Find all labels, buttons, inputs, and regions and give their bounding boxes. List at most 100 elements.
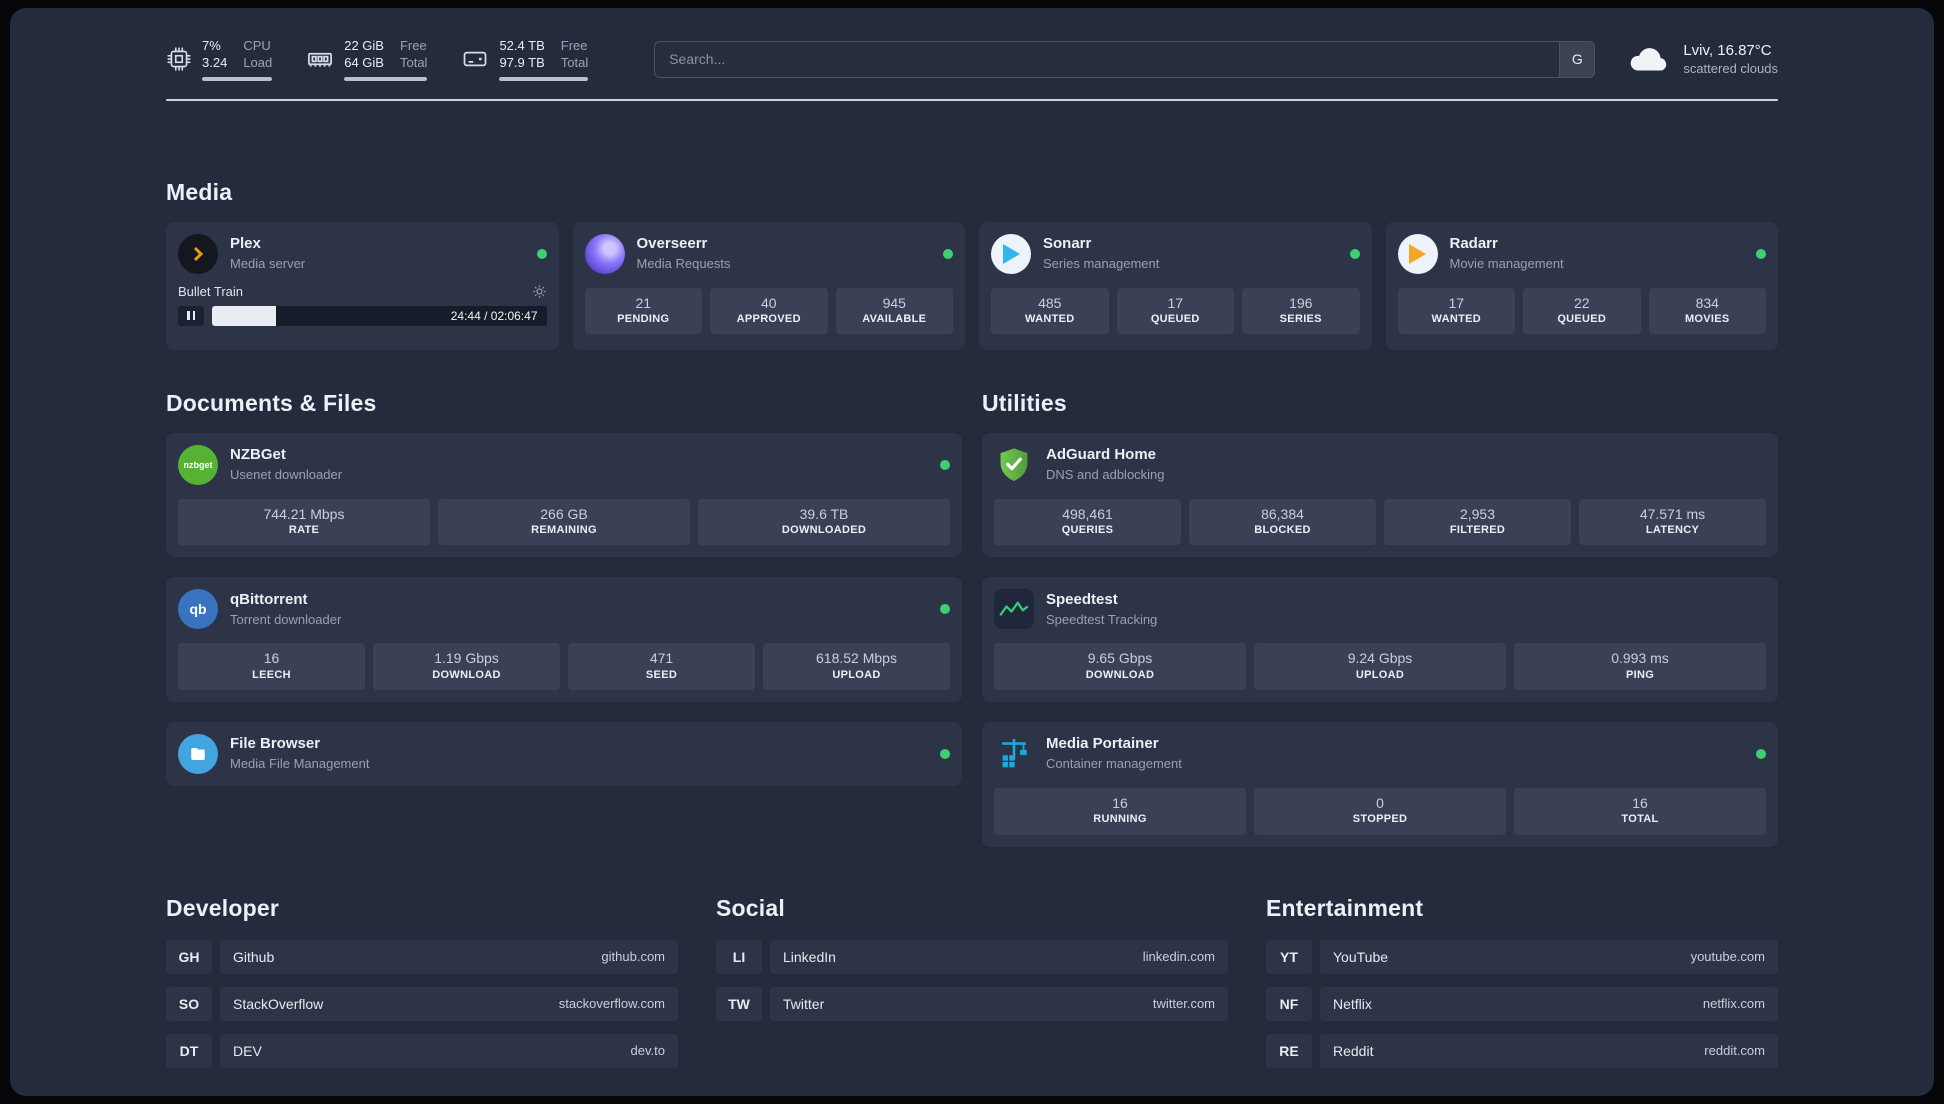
- nzbget-card[interactable]: nzbget NZBGet Usenet downloader 744.21 M…: [166, 432, 962, 558]
- stackoverflow-link[interactable]: StackOverflow stackoverflow.com: [220, 986, 678, 1021]
- app-name: Plex: [230, 235, 261, 253]
- pause-button[interactable]: [178, 305, 204, 326]
- linkedin-link[interactable]: LinkedIn linkedin.com: [770, 939, 1228, 974]
- adguard-card[interactable]: AdGuard Home DNS and adblocking 498,461 …: [982, 432, 1778, 558]
- link-row-stackoverflow: SO StackOverflow stackoverflow.com: [166, 986, 678, 1021]
- sonarr-card[interactable]: Sonarr Series management 485 WANTED 17 Q…: [979, 221, 1372, 350]
- link-name: StackOverflow: [233, 995, 324, 1012]
- link-row-twitter: TW Twitter twitter.com: [716, 986, 1228, 1021]
- stat-value: 16: [263, 650, 280, 667]
- stat-tile: 16 RUNNING: [994, 787, 1246, 835]
- cpu-metric: 7% 3.24 CPU Load: [166, 38, 273, 81]
- dev-abbr-tile[interactable]: DT: [166, 1033, 212, 1068]
- stat-tile: 618.52 Mbps UPLOAD: [763, 643, 950, 690]
- link-name: Reddit: [1333, 1042, 1374, 1059]
- twitter-link[interactable]: Twitter twitter.com: [770, 986, 1228, 1021]
- youtube-link[interactable]: YouTube youtube.com: [1320, 939, 1778, 974]
- app-name: AdGuard Home: [1046, 446, 1157, 464]
- link-name: Github: [233, 948, 275, 965]
- stat-value: 485: [1038, 294, 1062, 311]
- link-name: DEV: [233, 1042, 262, 1059]
- stat-label: DOWNLOADED: [781, 523, 867, 536]
- github-link[interactable]: Github github.com: [220, 939, 678, 974]
- cpu-load: 3.24: [202, 54, 228, 70]
- weather-condition: scattered clouds: [1683, 60, 1778, 76]
- netflix-abbr-tile[interactable]: NF: [1266, 986, 1312, 1021]
- documents-column: Documents & Files nzbget NZBGet Usenet d…: [166, 390, 962, 786]
- stat-tile: 266 GB REMAINING: [438, 498, 690, 546]
- overseerr-icon: [584, 233, 625, 274]
- search-engine-button[interactable]: G: [1559, 40, 1596, 78]
- gear-icon[interactable]: [532, 284, 547, 299]
- app-name: qBittorrent: [230, 590, 308, 608]
- stat-label: PENDING: [617, 312, 670, 325]
- search-bar: G: [654, 40, 1596, 78]
- stackoverflow-abbr-tile[interactable]: SO: [166, 986, 212, 1021]
- radarr-card[interactable]: Radarr Movie management 17 WANTED 22 QUE…: [1385, 221, 1778, 350]
- disk-metric: 52.4 TB 97.9 TB Free Total: [461, 38, 589, 81]
- app-name: Media Portainer: [1046, 735, 1159, 753]
- status-dot: [1349, 248, 1360, 259]
- plex-card[interactable]: Plex Media server Bullet Train 24:44 / 0…: [166, 221, 559, 350]
- stat-value: 834: [1695, 294, 1719, 311]
- portainer-card[interactable]: Media Portainer Container management 16 …: [982, 721, 1778, 847]
- playback-progress-bar[interactable]: 24:44 / 02:06:47: [212, 305, 547, 326]
- disk-total-label: Total: [560, 54, 589, 70]
- app-name: Overseerr: [636, 235, 708, 253]
- linkedin-abbr-tile[interactable]: LI: [716, 939, 762, 974]
- app-subtitle: Series management: [1043, 256, 1160, 272]
- stat-tile: 744.21 Mbps RATE: [178, 498, 430, 546]
- section-title-utilities: Utilities: [982, 389, 1067, 416]
- reddit-link[interactable]: Reddit reddit.com: [1320, 1033, 1778, 1068]
- stat-label: RATE: [288, 523, 320, 536]
- stat-tile: 196 SERIES: [1242, 287, 1360, 335]
- stat-label: SERIES: [1279, 312, 1322, 325]
- stat-value: 9.24 Gbps: [1347, 650, 1413, 667]
- link-url: netflix.com: [1702, 996, 1765, 1012]
- stat-label: STOPPED: [1352, 813, 1408, 826]
- ram-usage-bar: [344, 76, 428, 81]
- stat-value: 196: [1289, 294, 1313, 311]
- status-dot: [940, 459, 950, 470]
- stat-value: 618.52 Mbps: [816, 650, 897, 667]
- youtube-abbr-tile[interactable]: YT: [1266, 939, 1312, 974]
- app-name: Sonarr: [1043, 235, 1092, 253]
- dev-link[interactable]: DEV dev.to: [220, 1033, 678, 1068]
- twitter-abbr-tile[interactable]: TW: [716, 986, 762, 1021]
- app-name: File Browser: [230, 735, 321, 753]
- stat-tile: 1.19 Gbps DOWNLOAD: [373, 643, 560, 690]
- filebrowser-card[interactable]: File Browser Media File Management: [166, 721, 962, 786]
- disk-usage-bar: [499, 76, 589, 81]
- qbittorrent-card[interactable]: qb qBittorrent Torrent downloader 16 LEE…: [166, 577, 962, 702]
- overseerr-card[interactable]: Overseerr Media Requests 21 PENDING 40 A…: [572, 221, 965, 350]
- reddit-abbr-tile[interactable]: RE: [1266, 1033, 1312, 1068]
- stat-label: SEED: [645, 668, 678, 681]
- stat-label: APPROVED: [736, 312, 801, 325]
- weather-location: Lviv, 16.87°C: [1683, 42, 1772, 60]
- app-name: NZBGet: [230, 446, 286, 464]
- search-input[interactable]: [654, 40, 1596, 78]
- status-dot: [943, 248, 953, 259]
- stat-value: 9.65 Gbps: [1087, 650, 1153, 667]
- disk-free-label: Free: [560, 38, 588, 53]
- stat-value: 17: [1448, 294, 1465, 311]
- link-name: Twitter: [783, 995, 825, 1012]
- speedtest-card[interactable]: Speedtest Speedtest Tracking 9.65 Gbps D…: [982, 577, 1778, 702]
- stat-value: 0: [1376, 794, 1384, 811]
- link-url: stackoverflow.com: [558, 996, 665, 1012]
- link-url: dev.to: [630, 1043, 665, 1059]
- stat-tile: 22 QUEUED: [1523, 287, 1641, 335]
- playback-time: 24:44 / 02:06:47: [450, 308, 538, 323]
- stat-label: LATENCY: [1645, 523, 1700, 536]
- stat-label: RUNNING: [1093, 813, 1147, 826]
- stat-tile: 86,384 BLOCKED: [1189, 498, 1376, 546]
- cloud-icon: [1630, 48, 1667, 71]
- stat-tile: 471 SEED: [568, 643, 755, 690]
- stat-label: WANTED: [1025, 312, 1075, 325]
- netflix-link[interactable]: Netflix netflix.com: [1320, 986, 1778, 1021]
- section-title-media: Media: [166, 178, 233, 205]
- nzbget-icon: nzbget: [178, 444, 218, 485]
- stat-value: 40: [760, 294, 777, 311]
- radarr-icon: [1397, 233, 1438, 274]
- github-abbr-tile[interactable]: GH: [166, 939, 212, 974]
